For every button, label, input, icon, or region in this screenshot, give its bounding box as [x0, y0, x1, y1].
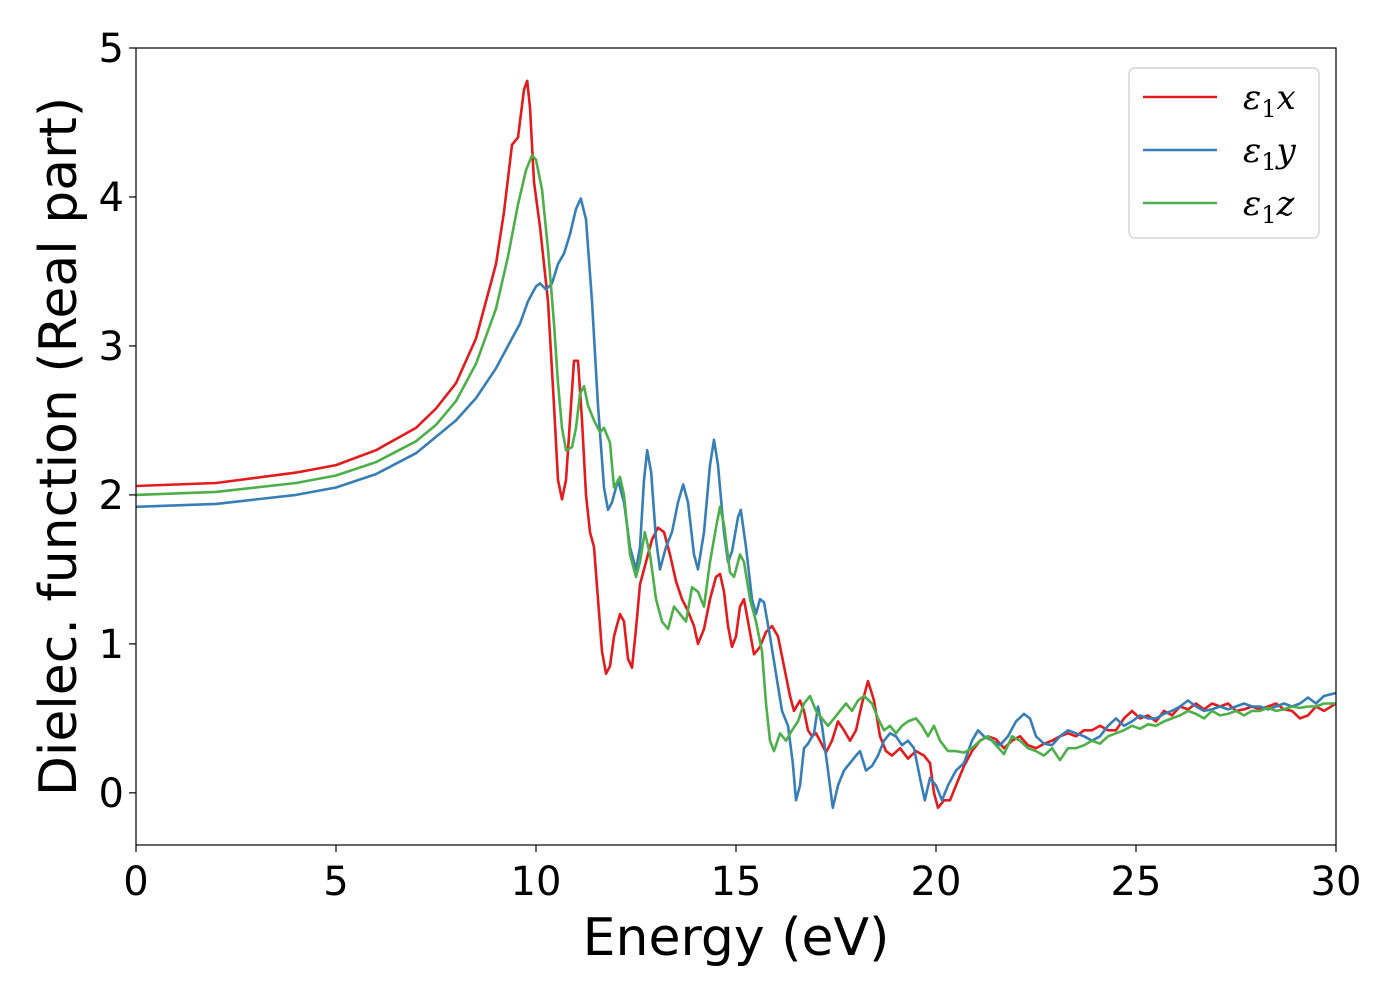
- y-axis-ticks: 0 1 2 3 4 5: [99, 26, 136, 817]
- x-tick-label: 25: [1111, 859, 1162, 905]
- legend-label-z: ε1z: [1243, 184, 1296, 229]
- y-axis-title: Dielec. function (Real part): [29, 97, 89, 796]
- series-line-x: [136, 79, 1336, 810]
- x-tick-label: 0: [123, 859, 148, 905]
- series-line-z: [136, 154, 1336, 762]
- x-tick-label: 20: [911, 859, 962, 905]
- series-line-y: [136, 197, 1336, 810]
- y-tick-label: 4: [99, 175, 124, 221]
- y-tick-label: 3: [99, 324, 124, 370]
- x-axis-title: Energy (eV): [583, 908, 890, 968]
- x-tick-label: 5: [323, 859, 348, 905]
- y-tick-label: 5: [99, 26, 124, 72]
- y-tick-label: 0: [99, 771, 124, 817]
- legend-label-y: ε1y: [1243, 131, 1297, 176]
- y-tick-label: 1: [99, 622, 124, 668]
- legend-box: [1128, 67, 1320, 239]
- x-axis-ticks: 0 5 10 15 20 25 30: [123, 845, 1361, 905]
- x-tick-label: 15: [711, 859, 762, 905]
- y-tick-label: 2: [99, 473, 124, 519]
- legend-label-x: ε1x: [1243, 78, 1296, 123]
- series-layer: [136, 79, 1336, 810]
- x-tick-label: 10: [511, 859, 562, 905]
- legend: ε1x ε1y ε1z: [1128, 67, 1320, 239]
- x-tick-label: 30: [1311, 859, 1362, 905]
